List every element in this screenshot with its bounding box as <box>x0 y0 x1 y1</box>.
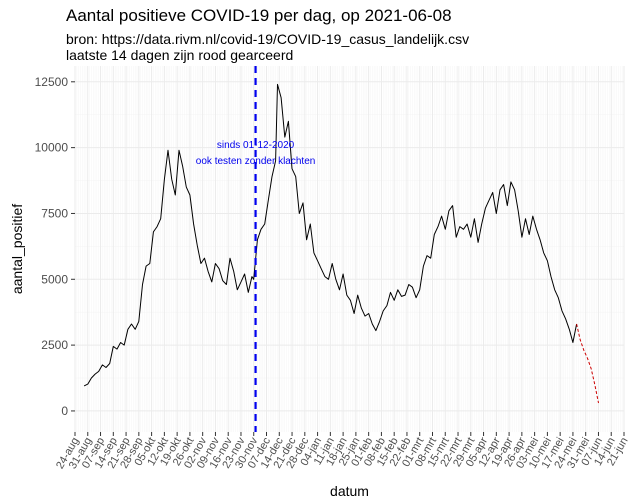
y-tick-label: 7500 <box>41 206 68 220</box>
chart-subtitle-source: bron: https://data.rivm.nl/covid-19/COVI… <box>66 31 470 47</box>
chart-subtitle-note: laatste 14 dagen zijn rood gearceerd <box>66 47 294 63</box>
y-tick-label: 12500 <box>35 75 69 89</box>
major-gridlines <box>74 66 625 432</box>
series-line-recent <box>576 323 599 404</box>
chart-title: Aantal positieve COVID-19 per dag, op 20… <box>66 6 452 25</box>
vline-label-line: sinds 01-12-2020 <box>217 140 295 151</box>
x-axis: 24-aug31-aug07-sep14-sep21-sep28-sep05-o… <box>54 432 631 471</box>
x-axis-label: datum <box>330 483 369 499</box>
y-axis-label: aantal_positief <box>9 204 25 294</box>
vline-label-line: ook testen zonder klachten <box>196 156 316 167</box>
y-tick-label: 2500 <box>41 338 68 352</box>
y-tick-label: 10000 <box>35 141 69 155</box>
series-layer <box>83 83 599 404</box>
plot-panel <box>75 66 624 432</box>
annotation-layer: sinds 01-12-2020 ook testen zonder klacht… <box>196 66 316 432</box>
y-tick-label: 5000 <box>41 272 68 286</box>
series-line-positief <box>83 83 578 387</box>
minor-gridlines <box>75 66 624 432</box>
y-axis: 0 2500 5000 7500 10000 12500 <box>35 75 75 418</box>
y-tick-label: 0 <box>61 404 68 418</box>
